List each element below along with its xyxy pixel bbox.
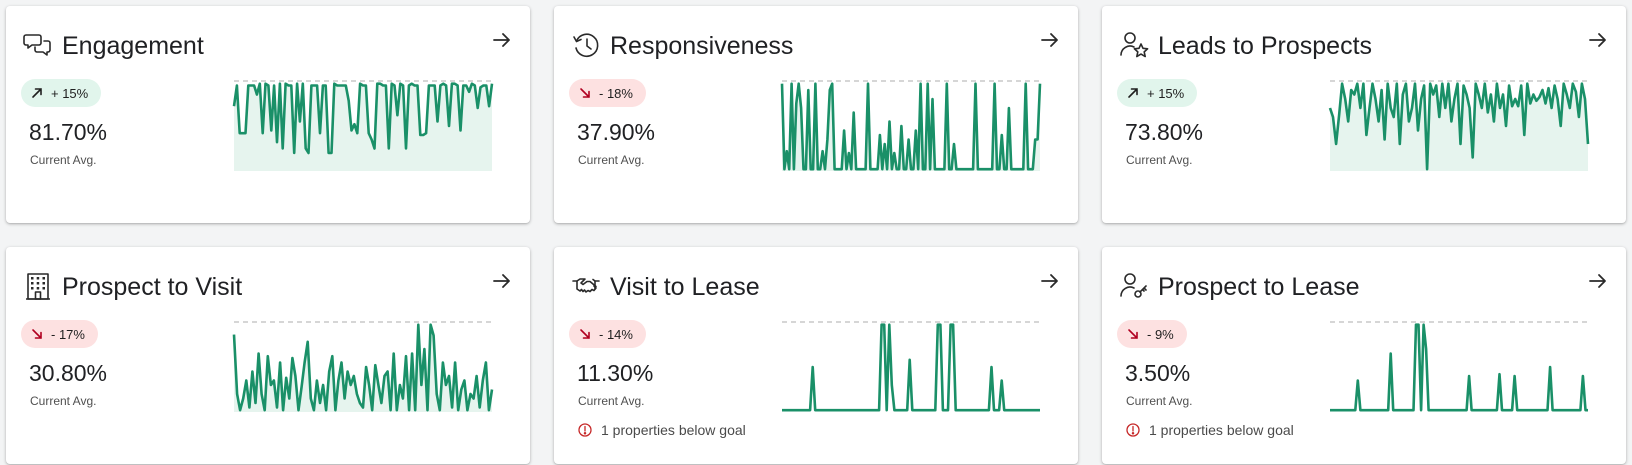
trend-percent: + 15% (51, 85, 89, 101)
current-average-value: 81.70% (29, 119, 108, 145)
trend-up-arrow-icon (1127, 87, 1139, 99)
trend-badge: - 9% (1117, 320, 1187, 348)
current-average-value: 73.80% (1125, 119, 1204, 145)
current-average-label: Current Avg. (578, 394, 645, 408)
sparkline-series-line (782, 323, 1040, 412)
warning-circle-icon (1126, 423, 1140, 437)
person-key-icon (1119, 271, 1149, 301)
card-title: Prospect to Lease (1158, 273, 1360, 301)
trend-badge: + 15% (1117, 79, 1198, 107)
current-average-label: Current Avg. (30, 153, 97, 167)
current-average-label: Current Avg. (1126, 394, 1193, 408)
current-average-value: 30.80% (29, 360, 108, 386)
arrow-right-icon[interactable] (1038, 269, 1062, 293)
card-title: Engagement (62, 32, 204, 60)
trend-percent: - 18% (599, 85, 633, 101)
arrow-right-icon[interactable] (490, 28, 514, 52)
sparkline-chart (780, 74, 1042, 176)
sparkline-series-line (232, 323, 494, 412)
clock-history-icon (571, 30, 601, 60)
card-title: Leads to Prospects (1158, 32, 1373, 60)
below-goal-warning[interactable]: 1 properties below goal (1126, 422, 1294, 438)
sparkline-series-line (1330, 323, 1588, 412)
sparkline-series-line (232, 82, 494, 155)
sparkline-chart (1330, 315, 1588, 417)
trend-badge: - 18% (569, 79, 646, 107)
trend-percent: + 15% (1147, 85, 1185, 101)
person-star-icon (1119, 30, 1149, 60)
metrics-grid: Engagement + 15% 81.70% Current Avg. Res… (6, 6, 1626, 464)
arrow-right-icon[interactable] (1586, 269, 1610, 293)
metric-card-engagement[interactable]: Engagement + 15% 81.70% Current Avg. (6, 6, 530, 223)
current-average-label: Current Avg. (578, 153, 645, 167)
metric-card-responsiveness[interactable]: Responsiveness - 18% 37.90% Current Avg. (554, 6, 1078, 223)
card-title: Visit to Lease (610, 273, 760, 301)
sparkline-series-line (1328, 82, 1590, 171)
below-goal-warning[interactable]: 1 properties below goal (578, 422, 746, 438)
handshake-icon (571, 271, 601, 301)
arrow-right-icon[interactable] (1586, 28, 1610, 52)
metric-card-prospect-to-lease[interactable]: Prospect to Lease - 9% 3.50% Current Avg… (1102, 247, 1626, 464)
metric-card-prospect-to-visit[interactable]: Prospect to Visit - 17% 30.80% Current A… (6, 247, 530, 464)
metric-card-visit-to-lease[interactable]: Visit to Lease - 14% 11.30% Current Avg.… (554, 247, 1078, 464)
arrow-right-icon[interactable] (1038, 28, 1062, 52)
trend-percent: - 9% (1147, 326, 1174, 342)
trend-up-arrow-icon (31, 87, 43, 99)
trend-badge: - 17% (21, 320, 98, 348)
trend-badge: + 15% (21, 79, 102, 107)
current-average-label: Current Avg. (30, 394, 97, 408)
sparkline-series-line (780, 82, 1042, 171)
chat-bubbles-icon (23, 30, 53, 60)
sparkline-chart (232, 74, 494, 176)
metric-card-leads-to-prospects[interactable]: Leads to Prospects + 15% 73.80% Current … (1102, 6, 1626, 223)
current-average-value: 3.50% (1125, 360, 1191, 386)
current-average-label: Current Avg. (1126, 153, 1193, 167)
below-goal-text: 1 properties below goal (601, 422, 746, 438)
sparkline-chart (232, 315, 494, 417)
trend-badge: - 14% (569, 320, 646, 348)
below-goal-text: 1 properties below goal (1149, 422, 1294, 438)
arrow-right-icon[interactable] (490, 269, 514, 293)
card-title: Prospect to Visit (62, 273, 243, 301)
trend-percent: - 14% (599, 326, 633, 342)
sparkline-chart (782, 315, 1040, 417)
card-title: Responsiveness (610, 32, 794, 60)
trend-down-arrow-icon (31, 328, 43, 340)
office-building-icon (23, 271, 53, 301)
trend-down-arrow-icon (579, 87, 591, 99)
trend-percent: - 17% (51, 326, 85, 342)
trend-down-arrow-icon (579, 328, 591, 340)
current-average-value: 37.90% (577, 119, 656, 145)
sparkline-chart (1328, 74, 1590, 176)
warning-circle-icon (578, 423, 592, 437)
trend-down-arrow-icon (1127, 328, 1139, 340)
current-average-value: 11.30% (577, 360, 654, 386)
